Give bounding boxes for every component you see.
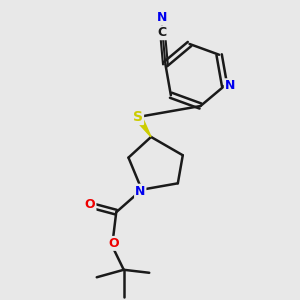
Text: O: O — [85, 198, 95, 211]
Text: N: N — [225, 79, 235, 92]
Text: O: O — [108, 237, 119, 250]
Text: C: C — [158, 26, 167, 39]
Text: N: N — [157, 11, 168, 24]
Polygon shape — [135, 115, 151, 137]
Text: S: S — [133, 110, 143, 124]
Text: N: N — [135, 185, 146, 198]
